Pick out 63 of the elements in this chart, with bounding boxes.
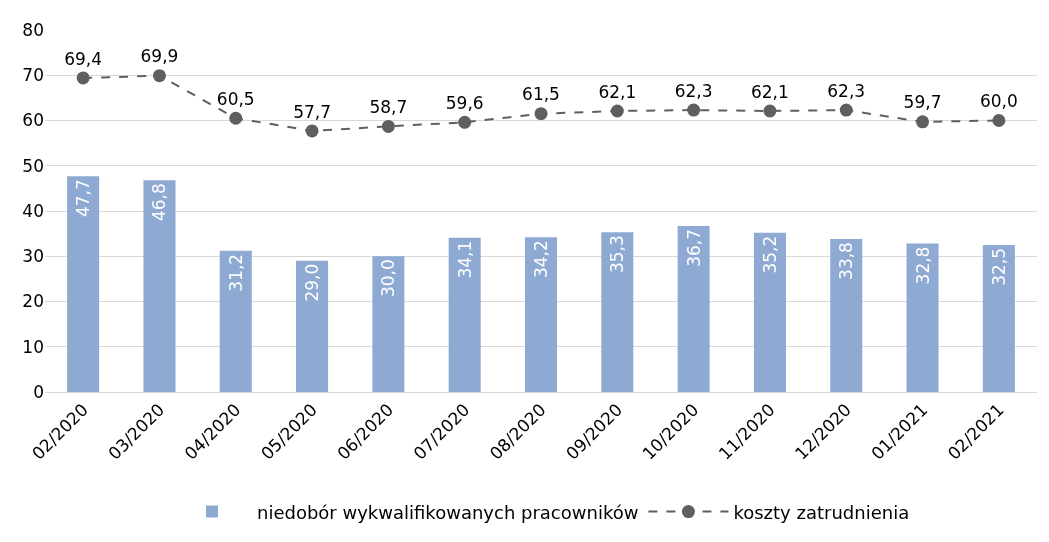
bar bbox=[67, 176, 100, 392]
y-tick-label: 50 bbox=[22, 155, 44, 176]
y-tick-label: 30 bbox=[22, 246, 44, 267]
bar bbox=[982, 244, 1015, 392]
y-tick-label: 0 bbox=[33, 381, 44, 402]
data-label: 46,8 bbox=[149, 183, 170, 222]
bar bbox=[372, 256, 405, 392]
data-label: 69,4 bbox=[64, 48, 103, 69]
bar bbox=[677, 225, 710, 392]
legend-label: niedobór wykwalifikowanych pracowników bbox=[257, 501, 639, 523]
data-label: 60,0 bbox=[979, 91, 1018, 112]
bar bbox=[296, 260, 329, 392]
data-label: 34,2 bbox=[531, 240, 551, 279]
point bbox=[534, 107, 548, 121]
y-tick-label: 10 bbox=[22, 336, 44, 357]
point bbox=[305, 124, 319, 138]
point bbox=[152, 69, 166, 83]
data-label: 35,2 bbox=[759, 235, 780, 274]
point bbox=[839, 103, 853, 117]
data-label: 31,2 bbox=[225, 253, 246, 292]
data-label: 30,0 bbox=[378, 259, 399, 298]
data-label: 58,7 bbox=[369, 97, 408, 117]
point bbox=[76, 71, 90, 85]
y-tick-label: 70 bbox=[22, 65, 44, 86]
bar bbox=[906, 243, 939, 392]
point bbox=[229, 111, 243, 125]
bar bbox=[219, 250, 252, 392]
data-label: 36,7 bbox=[683, 228, 704, 267]
data-label: 47,7 bbox=[73, 179, 94, 218]
data-label: 69,9 bbox=[140, 46, 179, 67]
y-tick-label: 40 bbox=[22, 200, 44, 221]
data-label: 34,1 bbox=[454, 240, 475, 279]
data-label: 33,8 bbox=[836, 242, 857, 280]
data-label: 59,7 bbox=[903, 92, 942, 113]
point bbox=[992, 114, 1006, 127]
data-label: 62,3 bbox=[827, 80, 866, 101]
data-label: 57,7 bbox=[293, 101, 332, 122]
data-label: 60,5 bbox=[216, 88, 255, 109]
y-tick-label: 60 bbox=[22, 110, 44, 131]
data-label: 32,5 bbox=[988, 247, 1009, 286]
data-label: 29,0 bbox=[302, 263, 323, 302]
bar bbox=[524, 237, 558, 392]
point bbox=[610, 104, 624, 118]
point bbox=[916, 115, 930, 129]
data-label: 62,1 bbox=[598, 81, 637, 102]
point bbox=[381, 119, 395, 133]
data-label: 62,1 bbox=[750, 81, 789, 102]
bar bbox=[753, 232, 786, 392]
bar bbox=[830, 239, 863, 392]
data-label: 61,5 bbox=[522, 84, 560, 105]
bar bbox=[143, 180, 176, 392]
point bbox=[458, 115, 472, 129]
data-label: 35,3 bbox=[607, 235, 628, 274]
data-label: 32,8 bbox=[912, 246, 933, 285]
y-tick-label: 20 bbox=[22, 291, 44, 312]
data-label: 62,3 bbox=[674, 80, 713, 101]
bar bbox=[448, 237, 481, 392]
point bbox=[687, 103, 701, 117]
data-label: 59,6 bbox=[445, 92, 484, 113]
point bbox=[763, 104, 777, 118]
bar bbox=[601, 232, 634, 392]
legend-label: koszty zatrudnienia bbox=[733, 501, 910, 523]
y-tick-label: 80 bbox=[22, 19, 44, 40]
